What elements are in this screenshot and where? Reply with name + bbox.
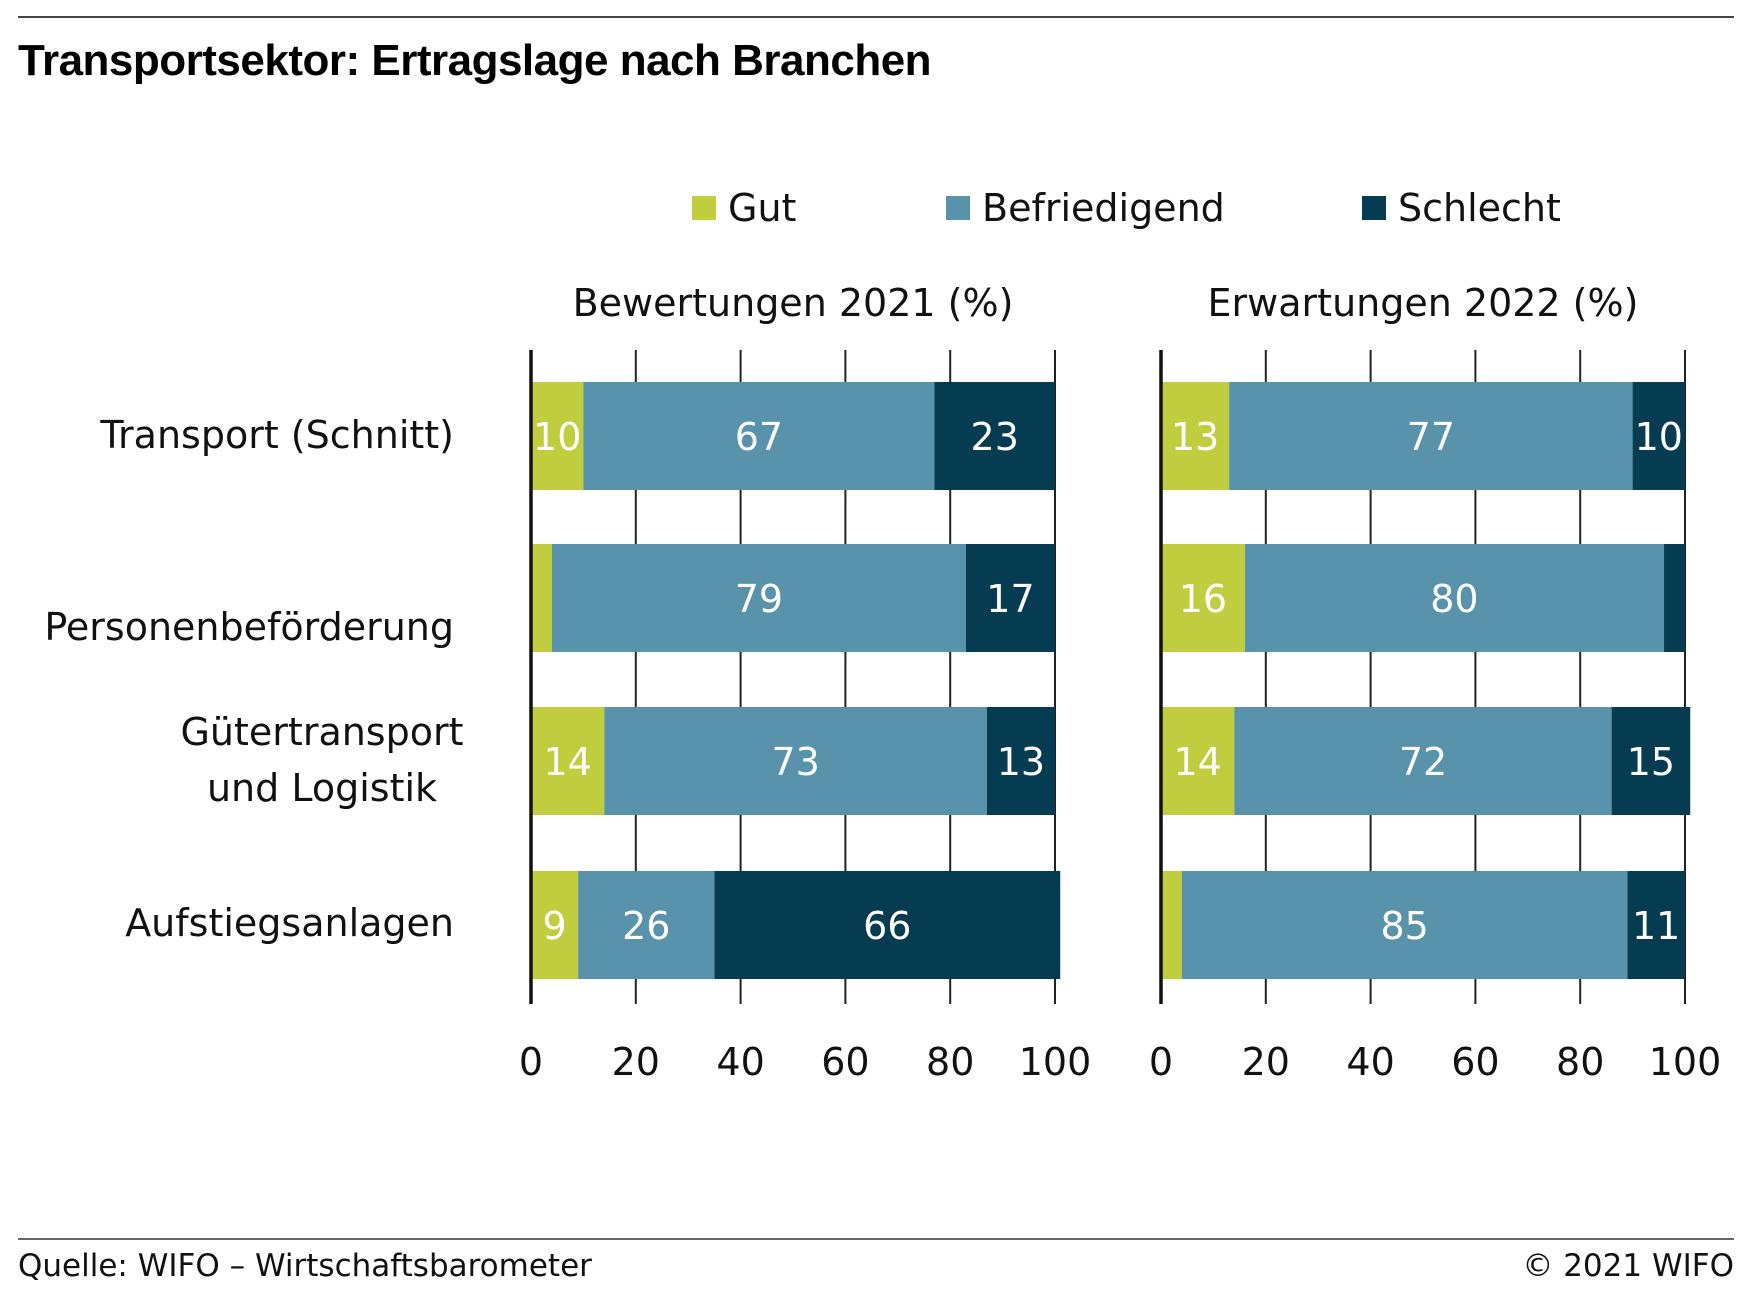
bar-segment-schlecht — [986, 707, 1055, 815]
bar-segment-schlecht — [1627, 871, 1685, 979]
bar-segment-gut — [1161, 871, 1182, 979]
category-label: Aufstiegsanlagen — [125, 901, 454, 945]
tick-label: 20 — [612, 1040, 660, 1084]
tick-label: 40 — [1346, 1040, 1394, 1084]
panel-title-1: Bewertungen 2021 (%) — [573, 281, 1014, 325]
tick-label: 0 — [1149, 1040, 1173, 1084]
bar-segment-schlecht — [965, 544, 1055, 652]
data-label: 14 — [1174, 740, 1222, 784]
bar-segment-befriedigend — [578, 871, 715, 979]
data-label: 79 — [735, 577, 783, 621]
data-label: 11 — [1632, 904, 1680, 948]
data-label: 80 — [1430, 577, 1478, 621]
bar-segment-gut — [531, 871, 579, 979]
chart-title: Transportsektor: Ertragslage nach Branch… — [18, 36, 932, 85]
tick-label: 20 — [1242, 1040, 1290, 1084]
data-label: 14 — [544, 740, 592, 784]
tick-label: 0 — [519, 1040, 543, 1084]
copyright-note: © 2021 WIFO — [1522, 1248, 1734, 1284]
data-label: 66 — [863, 904, 911, 948]
legend-label-gut: Gut — [728, 186, 796, 230]
tick-label: 60 — [1451, 1040, 1499, 1084]
bar-segment-befriedigend — [1244, 544, 1665, 652]
tick-label: 80 — [1556, 1040, 1604, 1084]
legend-label-befriedigend: Befriedigend — [982, 186, 1225, 230]
top-rule — [18, 16, 1734, 18]
bar-segment-befriedigend — [551, 544, 966, 652]
data-label: 15 — [1627, 740, 1675, 784]
bar-segment-befriedigend — [604, 707, 987, 815]
data-label: 85 — [1380, 904, 1428, 948]
tick-label: 100 — [1649, 1040, 1722, 1084]
legend-label-schlecht: Schlecht — [1398, 186, 1561, 230]
tick-label: 80 — [926, 1040, 974, 1084]
bar-segment-gut — [1161, 544, 1245, 652]
bar-segment-schlecht — [1664, 544, 1685, 652]
bar-segment-befriedigend — [1234, 707, 1612, 815]
bar-segment-befriedigend — [1181, 871, 1628, 979]
legend-swatch-befriedigend — [946, 196, 970, 220]
bar-segment-gut — [1161, 707, 1235, 815]
tick-label: 60 — [821, 1040, 869, 1084]
data-label: 10 — [1635, 415, 1683, 459]
legend-swatch-gut — [692, 196, 716, 220]
panel-title-2: Erwartungen 2022 (%) — [1208, 281, 1639, 325]
bar-segment-gut — [531, 544, 552, 652]
data-label: 16 — [1179, 577, 1227, 621]
bar-segment-schlecht — [1611, 707, 1691, 815]
data-label: 26 — [622, 904, 670, 948]
bar-segment-gut — [1161, 382, 1230, 490]
data-label: 17 — [986, 577, 1034, 621]
bar-segment-schlecht — [714, 871, 1061, 979]
legend-swatch-schlecht — [1362, 196, 1386, 220]
bar-segment-schlecht — [1632, 382, 1685, 490]
data-label: 73 — [771, 740, 819, 784]
bottom-rule — [18, 1238, 1734, 1240]
tick-label: 40 — [716, 1040, 764, 1084]
category-label: Transport (Schnitt) — [99, 413, 454, 457]
source-note: Quelle: WIFO – Wirtschaftsbarometer — [18, 1248, 592, 1284]
tick-label: 100 — [1019, 1040, 1092, 1084]
bar-segment-befriedigend — [583, 382, 935, 490]
data-label: 13 — [1171, 415, 1219, 459]
data-label: 77 — [1407, 415, 1455, 459]
bar-segment-gut — [531, 382, 584, 490]
bar-segment-gut — [531, 707, 605, 815]
bar-segment-befriedigend — [1229, 382, 1633, 490]
data-label: 23 — [971, 415, 1019, 459]
category-label: Personenbeförderung — [44, 605, 454, 649]
bar-segment-schlecht — [934, 382, 1055, 490]
data-label: 67 — [735, 415, 783, 459]
category-label: und Logistik — [207, 766, 437, 810]
category-label: Gütertransport — [180, 710, 463, 754]
data-label: 72 — [1399, 740, 1447, 784]
data-label: 10 — [533, 415, 581, 459]
data-label: 9 — [542, 904, 566, 948]
data-label: 13 — [997, 740, 1045, 784]
